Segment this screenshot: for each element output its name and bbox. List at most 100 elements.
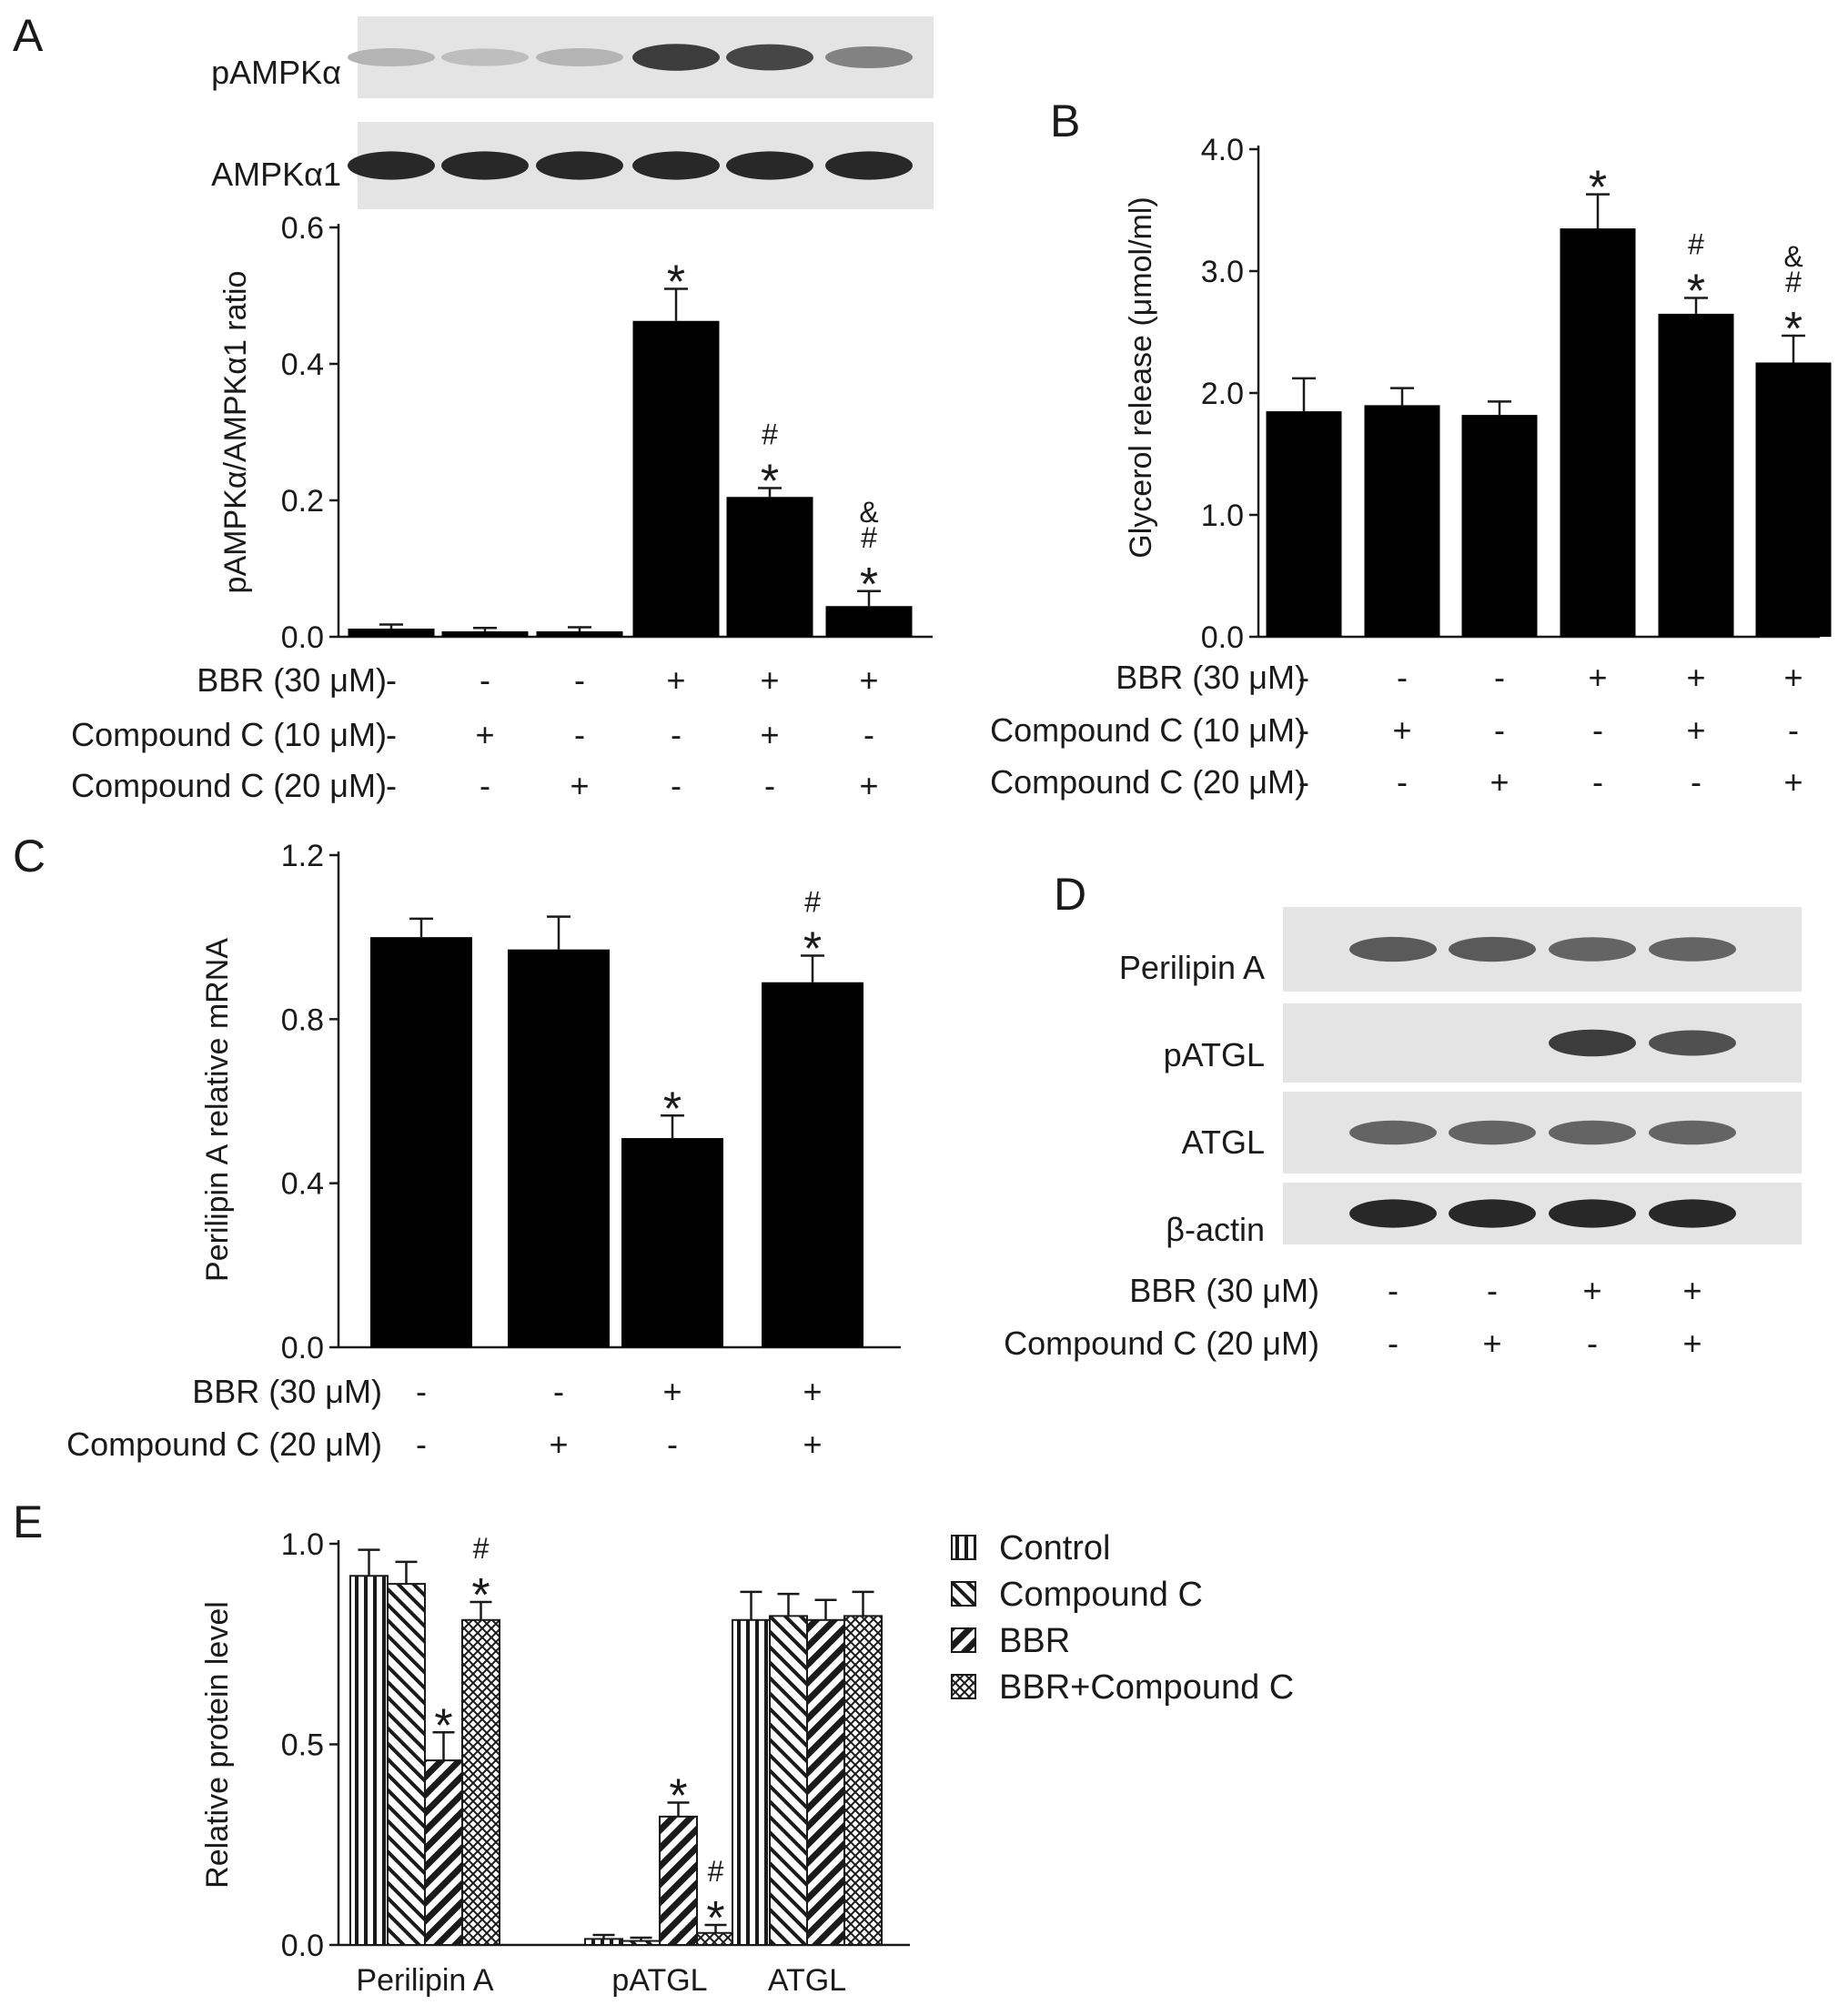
panel-d-blot-band-r0-c2 xyxy=(1549,937,1636,962)
panel-b-sign-r1-c2: - xyxy=(1494,711,1505,749)
panel-a-condition-label-0: BBR (30 μM) xyxy=(197,661,387,699)
panel-a-sign-r0-c0: - xyxy=(386,661,397,699)
panel-d-sign-r0-c1: - xyxy=(1487,1272,1498,1309)
panel-a-blot-band-r0-c3 xyxy=(632,44,720,71)
panel-e-legend-swatch-3 xyxy=(951,1674,976,1699)
panel-e-bar-1-2 xyxy=(659,1815,698,1946)
panel-a-blot-band-r0-c2 xyxy=(536,48,623,66)
panel-e-y-tick-label-2: 1.0 xyxy=(281,1527,324,1562)
panel-c-sig-star-2: * xyxy=(663,1083,682,1135)
chart-marks-layer: 0.00.20.40.6**#*#&- - - + + +- + - - + -- - + - - +0.01… xyxy=(281,16,1832,1998)
panel-c-sign-r0-c3: + xyxy=(803,1373,822,1410)
panel-e-sig-star-1-3: * xyxy=(706,1892,724,1945)
panel-d-blot-band-r1-c3 xyxy=(1649,1030,1736,1056)
panel-c-sign-r1-c1: + xyxy=(549,1426,568,1463)
panel-a-letter: A xyxy=(13,10,44,61)
panel-b-y-tick-label-0: 0.0 xyxy=(1201,620,1244,655)
panel-a-blot-band-r1-c2 xyxy=(536,151,623,180)
panel-e-bar-1-1 xyxy=(621,1939,661,1947)
panel-b-condition-label-2: Compound C (20 μM) xyxy=(990,763,1306,801)
panel-a-blot-band-r0-c0 xyxy=(348,48,435,66)
panel-e-y-tick-label-1: 0.5 xyxy=(281,1728,324,1763)
panel-b-sign-r2-c1: - xyxy=(1397,763,1408,801)
panel-b-sign-r0-c4: + xyxy=(1686,659,1705,696)
panel-e-legend-label-2: BBR xyxy=(999,1622,1070,1660)
panel-d-sign-r1-c1: + xyxy=(1482,1325,1501,1362)
panel-a-sign-r0-c2: - xyxy=(574,661,585,699)
panel-a-blot-label-1: AMPKα1 xyxy=(211,156,341,193)
panel-b-y-axis-title: Glycerol release (μmol/ml) xyxy=(1124,196,1158,558)
panel-d-condition-label-1: Compound C (20 μM) xyxy=(1004,1325,1319,1362)
panel-b-sig-star-3: * xyxy=(1589,162,1607,215)
panel-b-sig-mark-4-0: # xyxy=(1688,227,1704,260)
panel-d-blot-band-r3-c0 xyxy=(1349,1199,1437,1228)
panel-b-bar-1 xyxy=(1364,405,1440,637)
panel-b-sign-r2-c2: + xyxy=(1490,763,1509,801)
panel-a-sig-star-3: * xyxy=(667,257,685,309)
panel-a-sign-r0-c5: + xyxy=(859,661,878,699)
panel-b-bar-3 xyxy=(1560,228,1636,637)
panel-b-condition-label-0: BBR (30 μM) xyxy=(1116,659,1306,696)
panel-b-sign-r0-c5: + xyxy=(1783,659,1803,696)
panel-d-blot-band-r3-c3 xyxy=(1649,1199,1736,1228)
panel-a-blot-band-r1-c4 xyxy=(726,151,813,180)
panel-b-sign-r1-c3: - xyxy=(1592,711,1603,749)
panel-c-sig-mark-3-0: # xyxy=(804,885,821,918)
panel-a-sig-mark-5-0: & xyxy=(859,496,878,529)
panel-e-x-tick-label-0: Perilipin A xyxy=(356,1963,494,1998)
panel-d-blot-band-r2-c2 xyxy=(1549,1120,1636,1145)
panel-a-sign-r1-c1: + xyxy=(475,716,494,753)
panel-d-sign-r0-c2: + xyxy=(1582,1272,1601,1309)
panel-b-sig-star-5: * xyxy=(1784,303,1803,356)
panel-b-y-tick-label-2: 2.0 xyxy=(1201,377,1244,411)
panel-e-sig-star-0-3: * xyxy=(471,1569,490,1622)
panel-a-sign-r1-c0: - xyxy=(386,716,397,753)
panel-e-bar-0-1 xyxy=(387,1583,426,1946)
panel-e-legend-swatch-0 xyxy=(951,1535,976,1560)
panel-e-y-tick-label-0: 0.0 xyxy=(281,1929,324,1963)
panel-e-sig-mark-0-3-0: # xyxy=(473,1532,490,1565)
panel-b-sign-r1-c5: - xyxy=(1788,711,1799,749)
panel-a-blot-label-0: pAMPKα xyxy=(211,54,341,91)
panel-c-bar-3 xyxy=(762,982,863,1347)
panel-e-bar-1-0 xyxy=(584,1938,623,1947)
panel-e-bar-2-2 xyxy=(806,1618,845,1947)
panel-a-sign-r2-c2: + xyxy=(570,767,589,804)
panel-a-bar-1 xyxy=(441,631,529,637)
panel-c-sign-r1-c0: - xyxy=(416,1426,427,1463)
panel-c-y-tick-label-1: 0.4 xyxy=(281,1167,324,1202)
panel-b-sign-r2-c3: - xyxy=(1592,763,1603,801)
panel-e-legend-swatch-2 xyxy=(951,1627,976,1653)
panel-d-sign-r1-c0: - xyxy=(1388,1325,1399,1362)
panel-e-sig-star-0-2: * xyxy=(434,1699,452,1752)
panel-c-y-tick-label-3: 1.2 xyxy=(281,839,324,873)
panel-d-sign-r1-c2: - xyxy=(1587,1325,1598,1362)
panel-a-y-tick-label-2: 0.4 xyxy=(281,348,324,382)
panel-b-bar-2 xyxy=(1461,415,1538,637)
panel-c-sign-r0-c0: - xyxy=(416,1373,427,1410)
panel-a-sig-mark-5-1: # xyxy=(861,521,877,554)
panel-a-sig-star-4: * xyxy=(761,456,779,509)
panel-a-sign-r2-c0: - xyxy=(386,767,397,804)
panel-a-sign-r1-c3: - xyxy=(671,716,682,753)
panel-b-letter: B xyxy=(1050,96,1080,146)
panel-e-x-tick-label-1: pATGL xyxy=(611,1963,707,1998)
panel-a-bar-0 xyxy=(348,629,435,637)
panel-b-y-tick-label-3: 3.0 xyxy=(1201,255,1244,289)
panel-b-sign-r0-c0: - xyxy=(1298,659,1309,696)
panel-e-bar-0-0 xyxy=(349,1575,389,1947)
panel-c-sign-r0-c2: + xyxy=(662,1373,682,1410)
panel-a-blot-band-r1-c5 xyxy=(825,151,913,180)
panel-a-bar-2 xyxy=(536,631,623,637)
panel-e-bar-2-0 xyxy=(732,1618,771,1947)
panel-b-bar-4 xyxy=(1658,313,1734,637)
panel-b-y-tick-label-1: 1.0 xyxy=(1201,499,1244,533)
panel-d-blot-band-r2-c0 xyxy=(1349,1120,1437,1145)
panel-a-blot-band-r0-c5 xyxy=(825,46,913,68)
panel-b-sign-r2-c4: - xyxy=(1691,763,1702,801)
panel-a-sig-star-5: * xyxy=(860,559,878,611)
panel-e-bar-2-1 xyxy=(769,1615,808,1946)
panel-a-condition-label-1: Compound C (10 μM) xyxy=(71,716,387,753)
panel-e-sig-mark-1-3-0: # xyxy=(708,1855,724,1888)
panel-c-letter: C xyxy=(13,831,45,882)
